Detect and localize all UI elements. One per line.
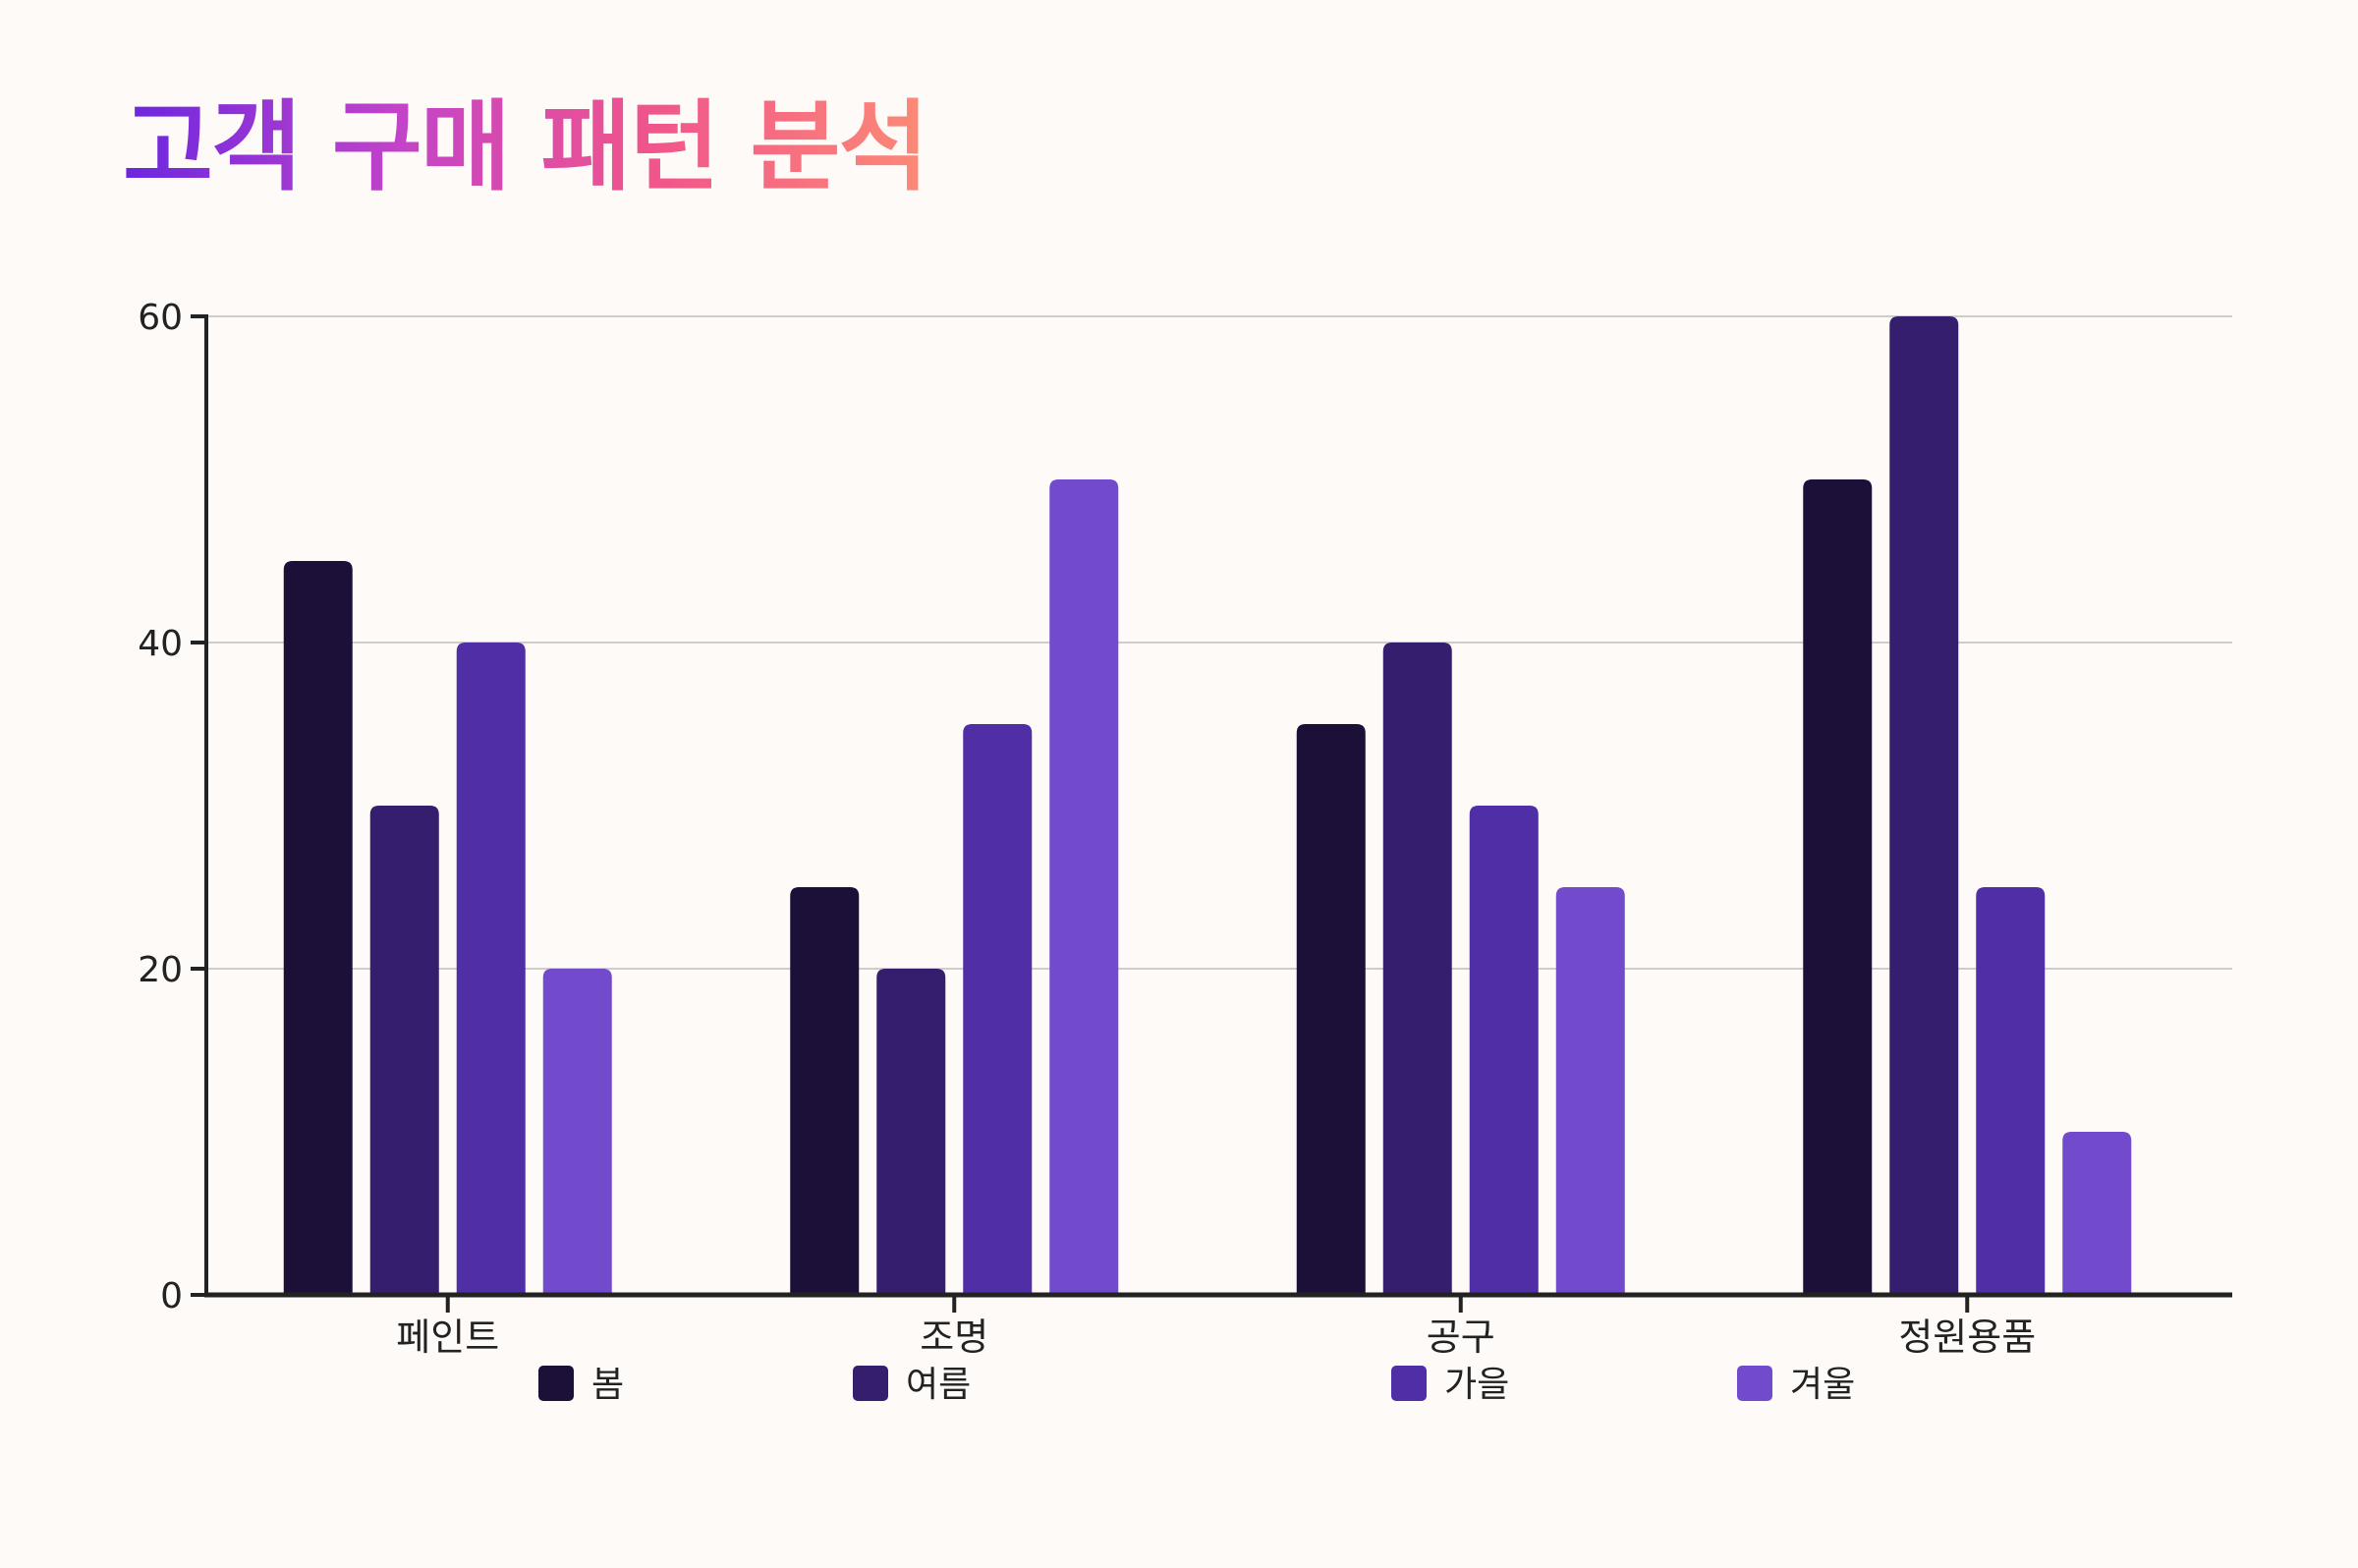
legend-swatch-3 <box>1737 1366 1772 1401</box>
y-tick-label-1: 20 <box>138 950 183 990</box>
y-tick-label-0: 0 <box>160 1276 183 1316</box>
bar-3-1 <box>1889 316 1959 1295</box>
legend-swatch-1 <box>853 1366 888 1401</box>
legend-label-3: 겨울 <box>1790 1365 1855 1405</box>
bar-2-1 <box>1382 643 1452 1295</box>
legend-swatch-0 <box>538 1366 574 1401</box>
bar-3-0 <box>1803 479 1873 1295</box>
bar-3-3 <box>2062 1132 2132 1295</box>
legend-swatch-2 <box>1391 1366 1427 1401</box>
bar-3-2 <box>1976 887 2046 1295</box>
y-tick-label-2: 40 <box>138 624 183 664</box>
bar-2-3 <box>1555 887 1625 1295</box>
legend-label-0: 봄 <box>591 1365 624 1405</box>
chart-title: 고객 구매 패턴 분석 <box>123 84 928 211</box>
bar-1-1 <box>876 969 946 1295</box>
bar-0-1 <box>369 806 439 1295</box>
bar-2-0 <box>1296 724 1366 1295</box>
bar-1-3 <box>1049 479 1119 1295</box>
x-tick-label-1: 조명 <box>920 1316 988 1359</box>
bar-0-0 <box>283 561 353 1295</box>
bar-1-0 <box>790 887 860 1295</box>
x-tick-label-2: 공구 <box>1427 1316 1495 1359</box>
legend-label-1: 여름 <box>906 1365 971 1405</box>
legend-label-2: 가을 <box>1444 1365 1509 1405</box>
x-tick-label-0: 페인트 <box>396 1316 499 1359</box>
x-tick-label-3: 정원용품 <box>1898 1316 2036 1359</box>
bar-0-3 <box>542 969 612 1295</box>
bar-1-2 <box>963 724 1033 1295</box>
y-tick-label-3: 60 <box>138 298 183 338</box>
bar-0-2 <box>456 643 526 1295</box>
bar-2-2 <box>1469 806 1539 1295</box>
